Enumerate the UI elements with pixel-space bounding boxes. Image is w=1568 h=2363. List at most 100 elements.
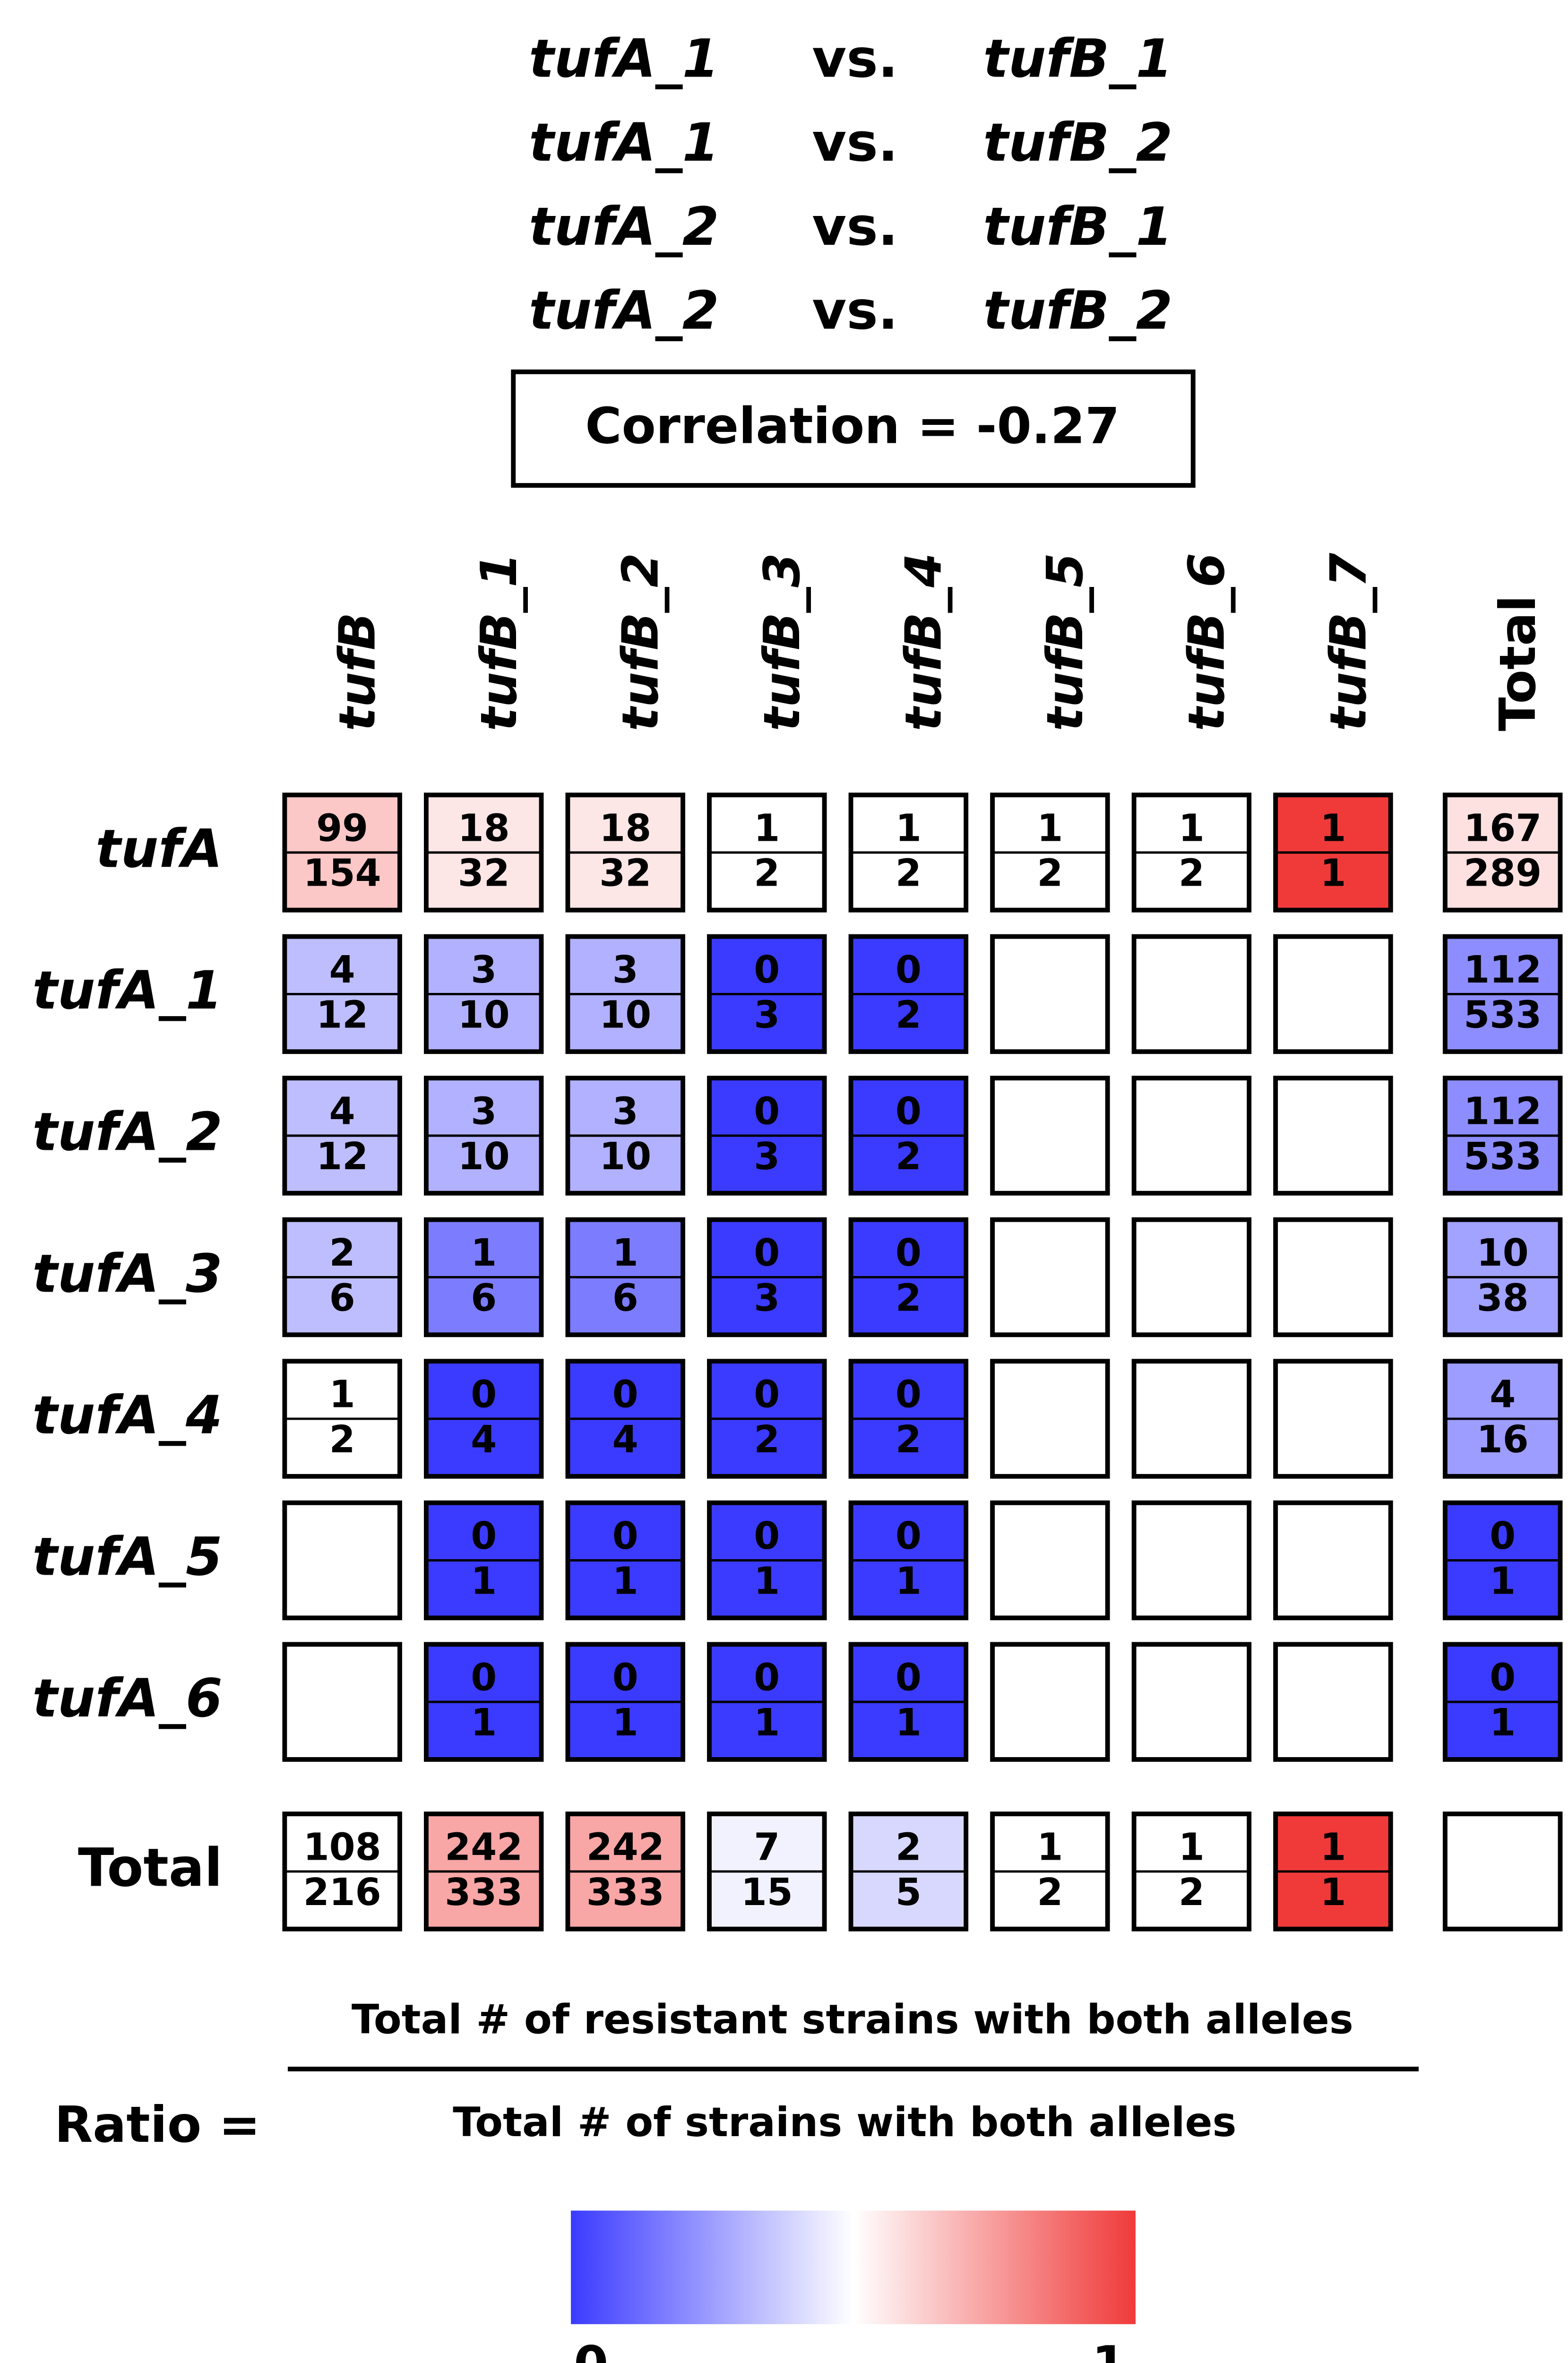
cell-denominator: 10	[458, 993, 510, 1036]
cell-numerator: 0	[471, 1656, 497, 1699]
empty-cell	[990, 1076, 1110, 1196]
cell-denominator: 4	[471, 1418, 497, 1461]
cell-denominator: 289	[1464, 852, 1542, 895]
cell-numerator: 0	[754, 1231, 780, 1275]
cell-numerator: 1	[896, 806, 922, 850]
cell-denominator: 1	[471, 1559, 497, 1603]
comparison-text: vs.	[812, 280, 898, 342]
empty-cell	[1273, 1076, 1393, 1196]
cell-denominator: 2	[329, 1418, 355, 1461]
cell-denominator: 12	[316, 1135, 368, 1178]
cell-denominator: 1	[1490, 1559, 1516, 1603]
column-label: tufB_6	[1178, 553, 1236, 731]
cell-numerator: 2	[896, 1825, 922, 1869]
cell-denominator: 1	[612, 1559, 638, 1603]
cell-numerator: 0	[1490, 1656, 1516, 1699]
cell-denominator: 32	[599, 852, 651, 895]
row-label: tufA_2	[32, 1102, 222, 1163]
cell-denominator: 38	[1477, 1276, 1529, 1319]
column-label: tufB_2	[612, 553, 670, 731]
correlation-box	[511, 369, 1196, 488]
comparison-text: tufB_1	[983, 196, 1172, 258]
cell-numerator: 0	[754, 948, 780, 992]
cell-numerator: 0	[754, 1514, 780, 1558]
cell-numerator: 2	[329, 1231, 355, 1275]
comparison-text: tufB_1	[983, 28, 1172, 89]
row-label: tufA	[95, 819, 222, 880]
cell-denominator: 2	[896, 1276, 922, 1319]
empty-cell	[1273, 934, 1393, 1054]
cell-numerator: 4	[329, 948, 355, 992]
cell-denominator: 3	[754, 993, 780, 1036]
cell-numerator: 108	[303, 1825, 381, 1869]
cell-numerator: 1	[1320, 806, 1346, 850]
cell-numerator: 99	[316, 806, 368, 850]
cell-denominator: 1	[1320, 852, 1346, 895]
empty-cell	[282, 1642, 402, 1762]
cell-denominator: 2	[896, 852, 922, 895]
cell-numerator: 1	[329, 1372, 355, 1416]
cell-denominator: 12	[316, 993, 368, 1036]
ratio-label: Ratio =	[54, 2096, 260, 2154]
empty-cell	[1131, 1076, 1252, 1196]
cell-numerator: 167	[1464, 806, 1542, 850]
empty-cell	[1131, 1500, 1252, 1621]
cell-denominator: 1	[754, 1559, 780, 1603]
cell-denominator: 6	[612, 1276, 638, 1319]
empty-cell	[1273, 1500, 1393, 1621]
correlation: Correlation = -0.27	[585, 397, 1120, 455]
cell-numerator: 4	[329, 1089, 355, 1133]
cell-numerator: 0	[612, 1514, 638, 1558]
cell-denominator: 333	[586, 1871, 664, 1914]
cell-numerator: 0	[612, 1656, 638, 1699]
cell-denominator: 6	[471, 1276, 497, 1319]
comparison-text: tufA_2	[529, 196, 719, 258]
cell-numerator: 1	[612, 1231, 638, 1275]
cell-numerator: 0	[896, 1089, 922, 1133]
cell-denominator: 533	[1464, 993, 1542, 1036]
cell-numerator: 0	[896, 948, 922, 992]
comparison-text: vs.	[812, 28, 898, 89]
cell-numerator: 4	[1490, 1372, 1516, 1416]
cell-numerator: 1	[1320, 1825, 1346, 1869]
empty-cell	[1131, 1642, 1252, 1762]
comparison-text: vs.	[812, 196, 898, 258]
cell-denominator: 2	[896, 1418, 922, 1461]
cell-numerator: 0	[471, 1514, 497, 1558]
cell-denominator: 3	[754, 1135, 780, 1178]
cell-numerator: 1	[1179, 806, 1205, 850]
column-label: tufB_4	[895, 553, 953, 731]
colorbar-tick-label: 1	[1092, 2335, 1126, 2363]
comparison-text: tufB_2	[983, 112, 1172, 173]
cell-denominator: 2	[896, 1135, 922, 1178]
cell-denominator: 216	[303, 1871, 381, 1914]
cell-numerator: 18	[599, 806, 651, 850]
empty-cell	[1131, 1359, 1252, 1479]
cell-numerator: 0	[896, 1231, 922, 1275]
cell-numerator: 0	[1490, 1514, 1516, 1558]
cell-numerator: 1	[754, 806, 780, 850]
column-label: Total	[1489, 595, 1547, 731]
cell-numerator: 7	[754, 1825, 780, 1869]
cell-denominator: 10	[599, 1135, 651, 1178]
cell-denominator: 5	[896, 1871, 922, 1914]
column-label: tufB_7	[1319, 552, 1377, 731]
comparison-text: tufA_1	[529, 112, 719, 173]
comparison-text: tufB_2	[983, 280, 1172, 342]
empty-cell	[1443, 1811, 1563, 1932]
empty-cell	[1273, 1642, 1393, 1762]
cell-numerator: 3	[612, 1089, 638, 1133]
cell-numerator: 242	[586, 1825, 664, 1869]
cell-denominator: 4	[612, 1418, 638, 1461]
cell-numerator: 0	[612, 1372, 638, 1416]
empty-cell	[990, 934, 1110, 1054]
cell-denominator: 10	[599, 993, 651, 1036]
empty-cell	[1273, 1359, 1393, 1479]
cell-denominator: 15	[741, 1871, 793, 1914]
colorbar-tick-label: 0	[574, 2335, 608, 2363]
cell-denominator: 16	[1477, 1418, 1529, 1461]
cell-denominator: 1	[896, 1701, 922, 1744]
row-label: tufA_1	[32, 960, 222, 1021]
